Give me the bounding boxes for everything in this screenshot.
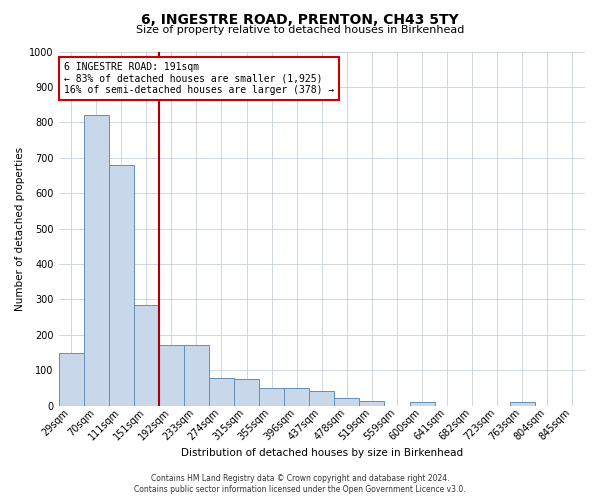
Bar bbox=[309, 392, 334, 406]
Bar bbox=[334, 398, 359, 406]
Text: 6, INGESTRE ROAD, PRENTON, CH43 5TY: 6, INGESTRE ROAD, PRENTON, CH43 5TY bbox=[141, 12, 459, 26]
Bar bbox=[234, 378, 259, 406]
Bar bbox=[510, 402, 535, 406]
Bar bbox=[410, 402, 434, 406]
Bar bbox=[134, 306, 159, 406]
Text: 6 INGESTRE ROAD: 191sqm
← 83% of detached houses are smaller (1,925)
16% of semi: 6 INGESTRE ROAD: 191sqm ← 83% of detache… bbox=[64, 62, 334, 96]
Bar bbox=[209, 378, 234, 406]
Bar bbox=[159, 344, 184, 406]
Text: Contains HM Land Registry data © Crown copyright and database right 2024.
Contai: Contains HM Land Registry data © Crown c… bbox=[134, 474, 466, 494]
Bar bbox=[109, 165, 134, 406]
Bar bbox=[359, 402, 385, 406]
Text: Size of property relative to detached houses in Birkenhead: Size of property relative to detached ho… bbox=[136, 25, 464, 35]
Bar bbox=[259, 388, 284, 406]
X-axis label: Distribution of detached houses by size in Birkenhead: Distribution of detached houses by size … bbox=[181, 448, 463, 458]
Bar bbox=[184, 344, 209, 406]
Bar bbox=[284, 388, 309, 406]
Bar bbox=[83, 115, 109, 406]
Y-axis label: Number of detached properties: Number of detached properties bbox=[15, 146, 25, 310]
Bar bbox=[59, 353, 83, 406]
